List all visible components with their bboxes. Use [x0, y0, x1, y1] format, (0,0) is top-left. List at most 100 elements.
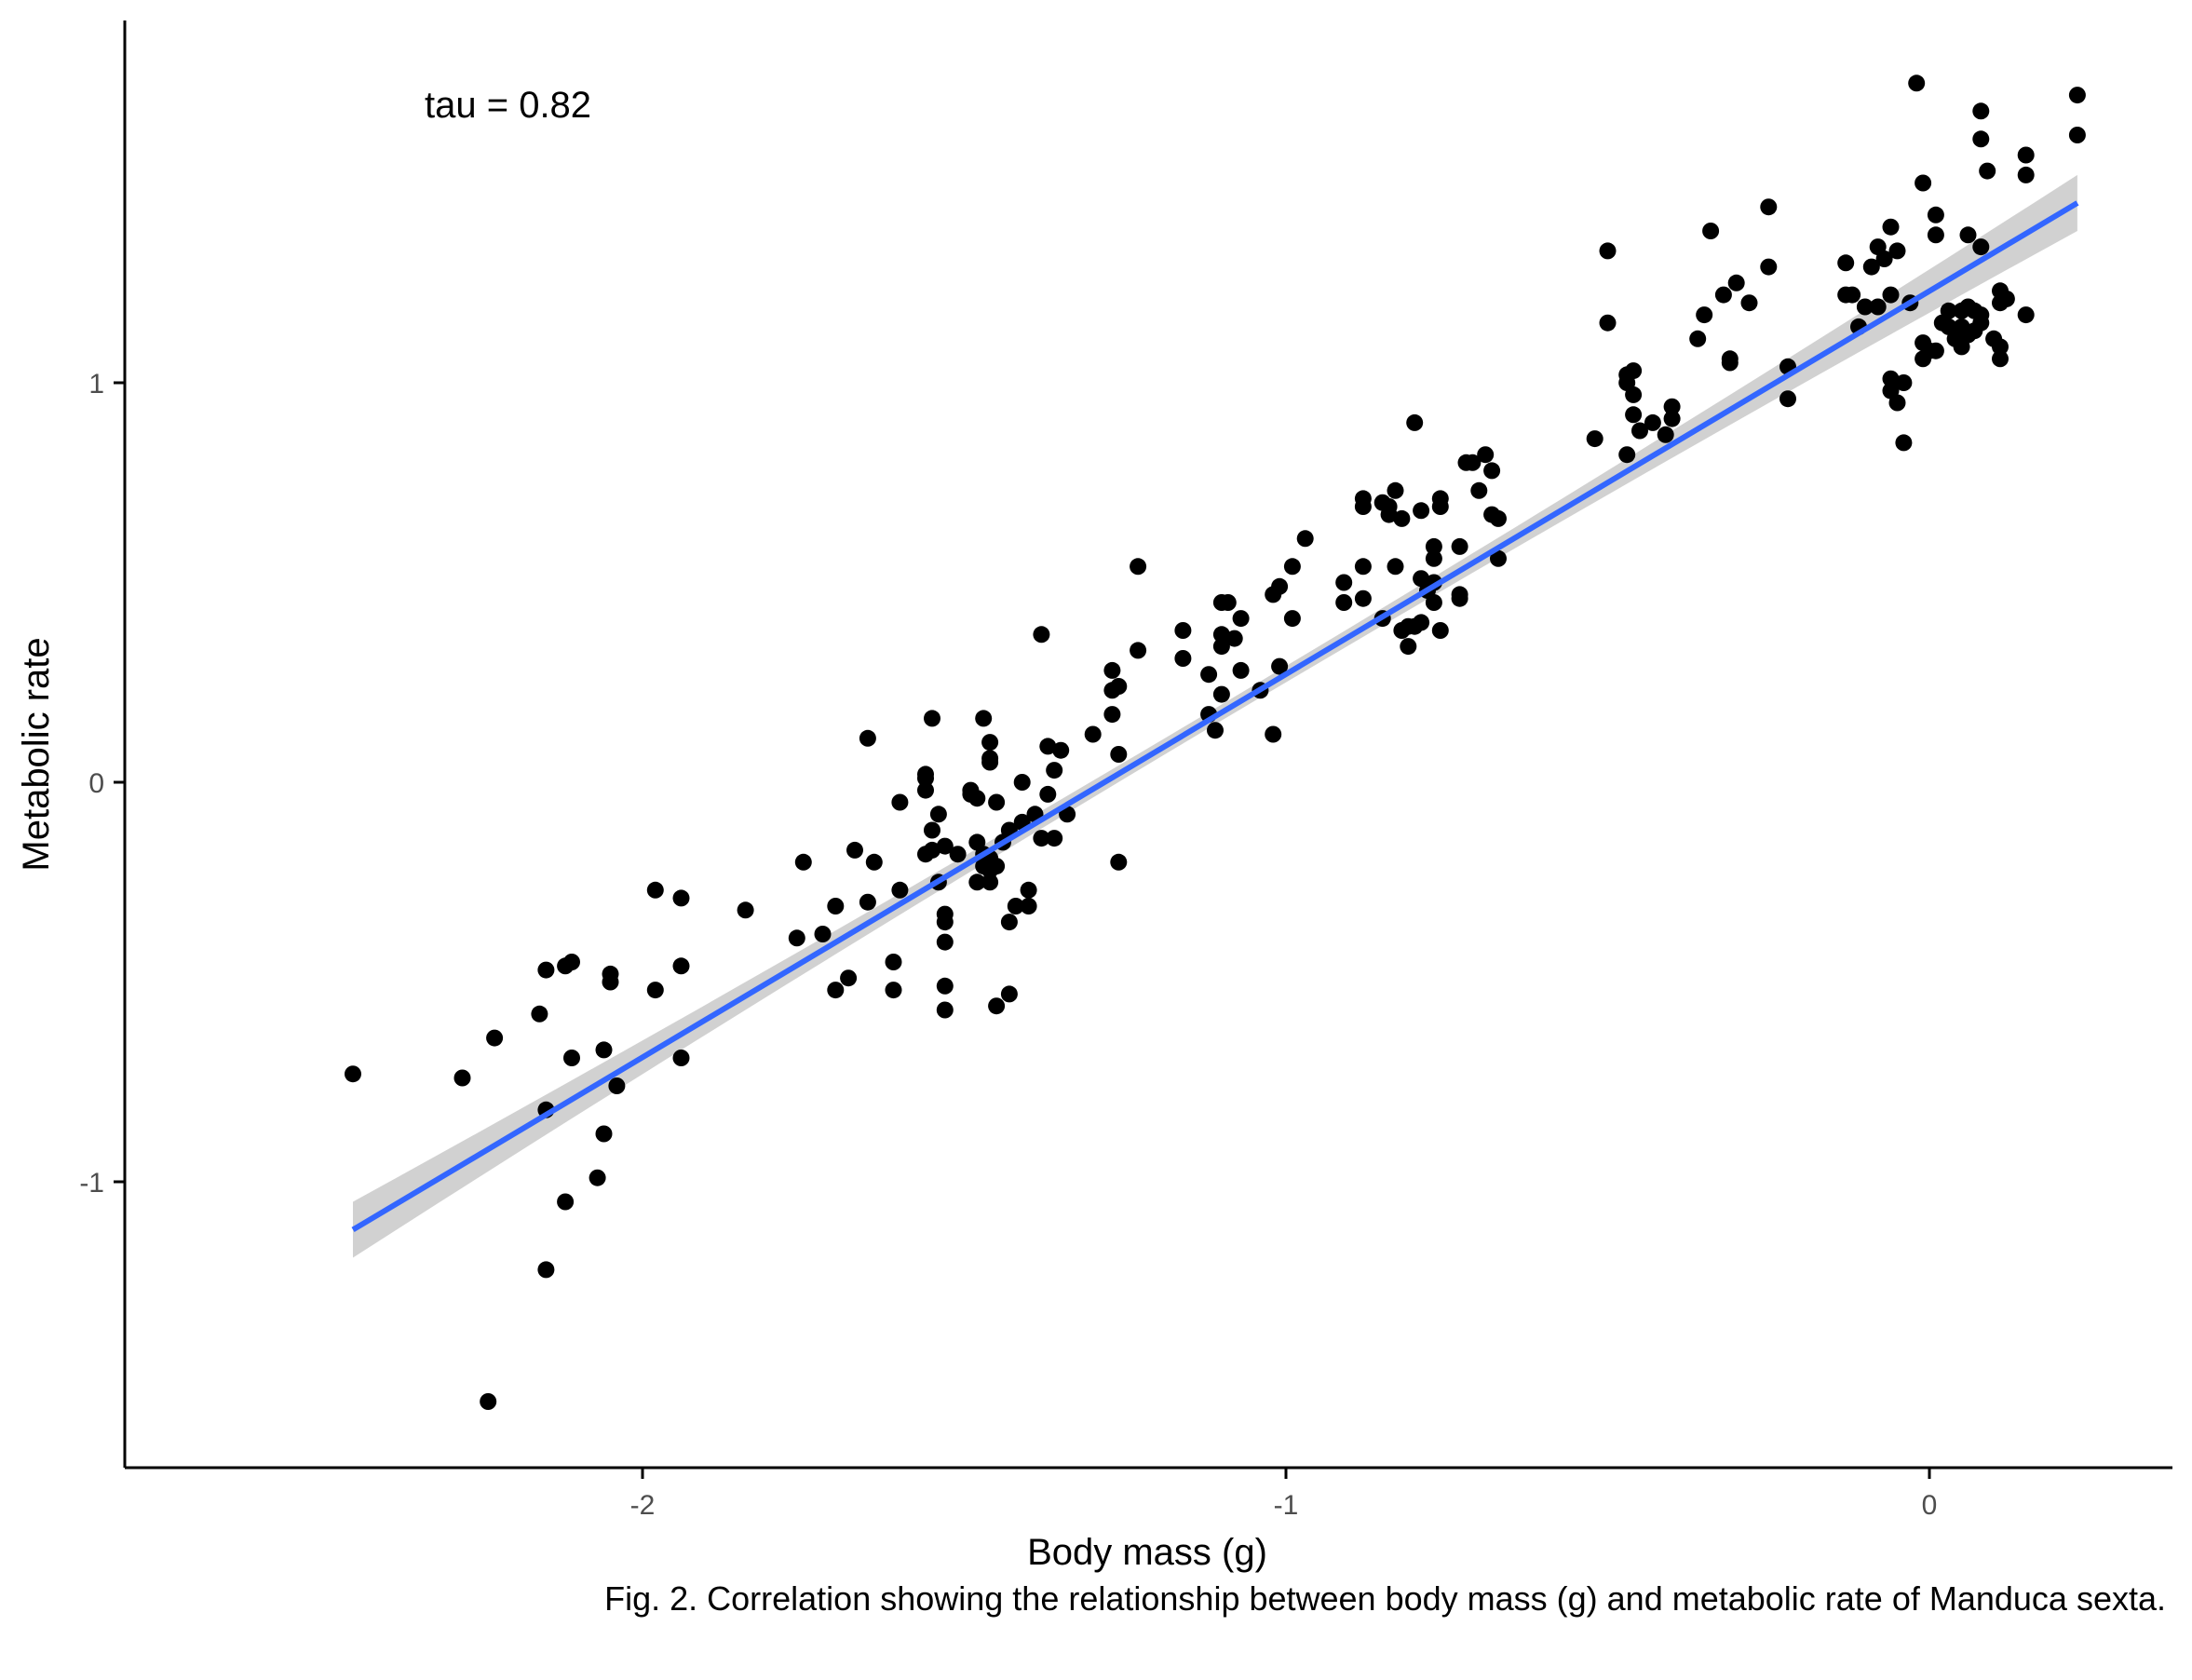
- data-point: [1232, 661, 1250, 679]
- data-point: [2068, 87, 2086, 104]
- data-point: [1451, 537, 1468, 555]
- data-point: [1882, 286, 1900, 304]
- data-point: [1972, 238, 1990, 256]
- data-point: [1862, 258, 1880, 276]
- data-point: [1895, 374, 1913, 391]
- data-point: [1972, 314, 1990, 332]
- data-point: [1689, 330, 1707, 347]
- data-point: [1631, 422, 1648, 440]
- data-point: [794, 853, 812, 871]
- data-point: [1760, 258, 1778, 276]
- data-point: [988, 793, 1006, 811]
- x-tick-label: -1: [1274, 1490, 1299, 1521]
- data-point: [1663, 398, 1681, 415]
- data-point: [1927, 226, 1944, 244]
- data-point: [1625, 386, 1643, 403]
- data-point: [1413, 502, 1430, 520]
- y-axis-title: Metabolic rate: [16, 637, 57, 871]
- data-point: [865, 853, 883, 871]
- data-point: [672, 889, 690, 907]
- data-point: [480, 1393, 497, 1410]
- data-point: [672, 957, 690, 975]
- data-point: [1033, 626, 1050, 644]
- data-point: [1483, 462, 1501, 480]
- x-tick-label: 0: [1922, 1490, 1938, 1521]
- data-point: [859, 893, 876, 911]
- data-point: [1927, 342, 1944, 359]
- data-point: [840, 969, 858, 987]
- data-point: [988, 997, 1006, 1015]
- data-point: [1413, 614, 1430, 631]
- data-point: [557, 1193, 575, 1211]
- data-point: [1020, 881, 1037, 899]
- data-point: [924, 710, 940, 727]
- tau-annotation: tau = 0.82: [425, 85, 591, 126]
- data-point: [1644, 413, 1661, 431]
- data-point: [1265, 725, 1282, 743]
- data-point: [1702, 223, 1720, 239]
- data-point: [1425, 537, 1442, 555]
- data-point: [1895, 434, 1913, 452]
- data-point: [1721, 354, 1739, 372]
- data-point: [1431, 622, 1449, 639]
- data-point: [646, 982, 664, 999]
- data-point: [988, 858, 1006, 875]
- data-point: [936, 1001, 954, 1019]
- data-point: [1927, 206, 1944, 224]
- data-point: [975, 710, 993, 727]
- data-point: [1387, 481, 1404, 499]
- data-point: [1625, 362, 1643, 380]
- data-point: [1727, 274, 1745, 291]
- data-point: [924, 841, 940, 859]
- data-point: [563, 1050, 580, 1066]
- data-point: [602, 973, 619, 991]
- data-point: [486, 1029, 504, 1047]
- data-point: [1696, 306, 1713, 324]
- data-point: [1625, 406, 1643, 424]
- data-point: [1760, 198, 1778, 216]
- data-point: [981, 874, 999, 891]
- data-point: [2017, 306, 2035, 324]
- data-point: [1039, 738, 1057, 755]
- data-point: [1084, 725, 1102, 743]
- data-point: [949, 846, 967, 863]
- data-point: [1663, 410, 1681, 427]
- data-point: [1200, 666, 1218, 684]
- data-point: [1283, 610, 1301, 628]
- data-point: [859, 729, 876, 747]
- data-point: [345, 1065, 361, 1083]
- data-point: [1908, 75, 1926, 92]
- data-point: [1296, 530, 1314, 548]
- data-point: [1354, 558, 1372, 576]
- data-point: [1271, 657, 1289, 675]
- data-point: [1387, 558, 1404, 576]
- data-point: [1940, 302, 1957, 319]
- data-point: [968, 790, 986, 807]
- data-point: [827, 898, 845, 915]
- data-point: [1000, 985, 1018, 1003]
- data-point: [589, 1169, 606, 1186]
- data-point: [1979, 162, 1996, 180]
- data-point: [1425, 594, 1442, 611]
- data-point: [1271, 577, 1289, 595]
- data-point: [1714, 286, 1732, 304]
- data-point: [737, 901, 754, 919]
- data-point: [1335, 594, 1353, 611]
- x-axis-ticks: -2 -1 0: [630, 1468, 1938, 1521]
- data-point: [1174, 650, 1192, 667]
- data-point: [1869, 298, 1887, 316]
- data-point: [1451, 586, 1468, 603]
- data-point: [2068, 127, 2086, 143]
- y-tick-label: -1: [79, 1168, 104, 1199]
- data-point: [1779, 390, 1796, 408]
- data-point: [1110, 746, 1128, 763]
- data-point: [1212, 685, 1230, 703]
- data-point: [788, 929, 805, 947]
- data-point: [2017, 146, 2035, 164]
- data-point: [646, 881, 664, 899]
- data-point: [1599, 314, 1617, 332]
- data-point: [1888, 394, 1906, 412]
- fit-line-layer: [351, 200, 2079, 1233]
- y-tick-label: 0: [88, 768, 104, 799]
- data-point: [1207, 722, 1224, 739]
